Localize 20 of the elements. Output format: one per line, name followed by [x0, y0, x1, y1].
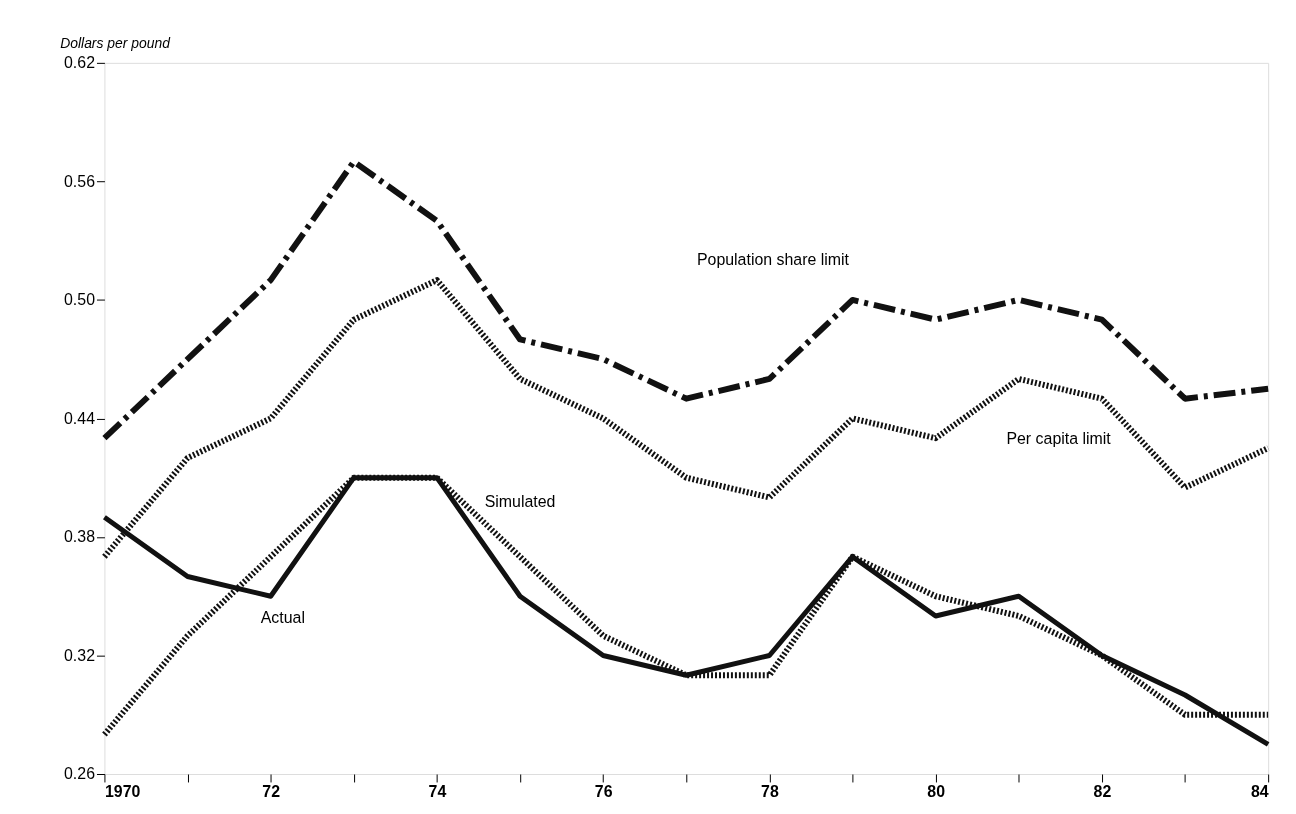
x-tick-label: 1970	[104, 783, 141, 801]
y-tick-label: 0.26	[64, 765, 96, 783]
y-tick-label: 0.56	[64, 172, 96, 190]
x-tick-label: 74	[428, 783, 447, 801]
x-tick-label: 80	[927, 783, 946, 801]
x-tick-label: 72	[262, 783, 281, 801]
x-tick-label: 78	[761, 783, 779, 801]
x-tick-label: 76	[594, 783, 613, 801]
series-label: Actual	[260, 609, 305, 627]
y-axis-title: Dollars per pound	[60, 35, 172, 52]
y-tick-label: 0.38	[64, 528, 96, 546]
y-tick-label: 0.62	[64, 54, 96, 72]
y-tick-label: 0.32	[64, 646, 96, 664]
y-tick-label: 0.44	[64, 409, 96, 427]
x-tick-label: 84	[1250, 783, 1269, 801]
y-tick-label: 0.50	[64, 291, 96, 309]
x-tick-label: 82	[1093, 783, 1112, 801]
series-label: Simulated	[484, 492, 556, 510]
series-label: Per capita limit	[1006, 429, 1112, 447]
text: Population share limit	[696, 251, 850, 269]
